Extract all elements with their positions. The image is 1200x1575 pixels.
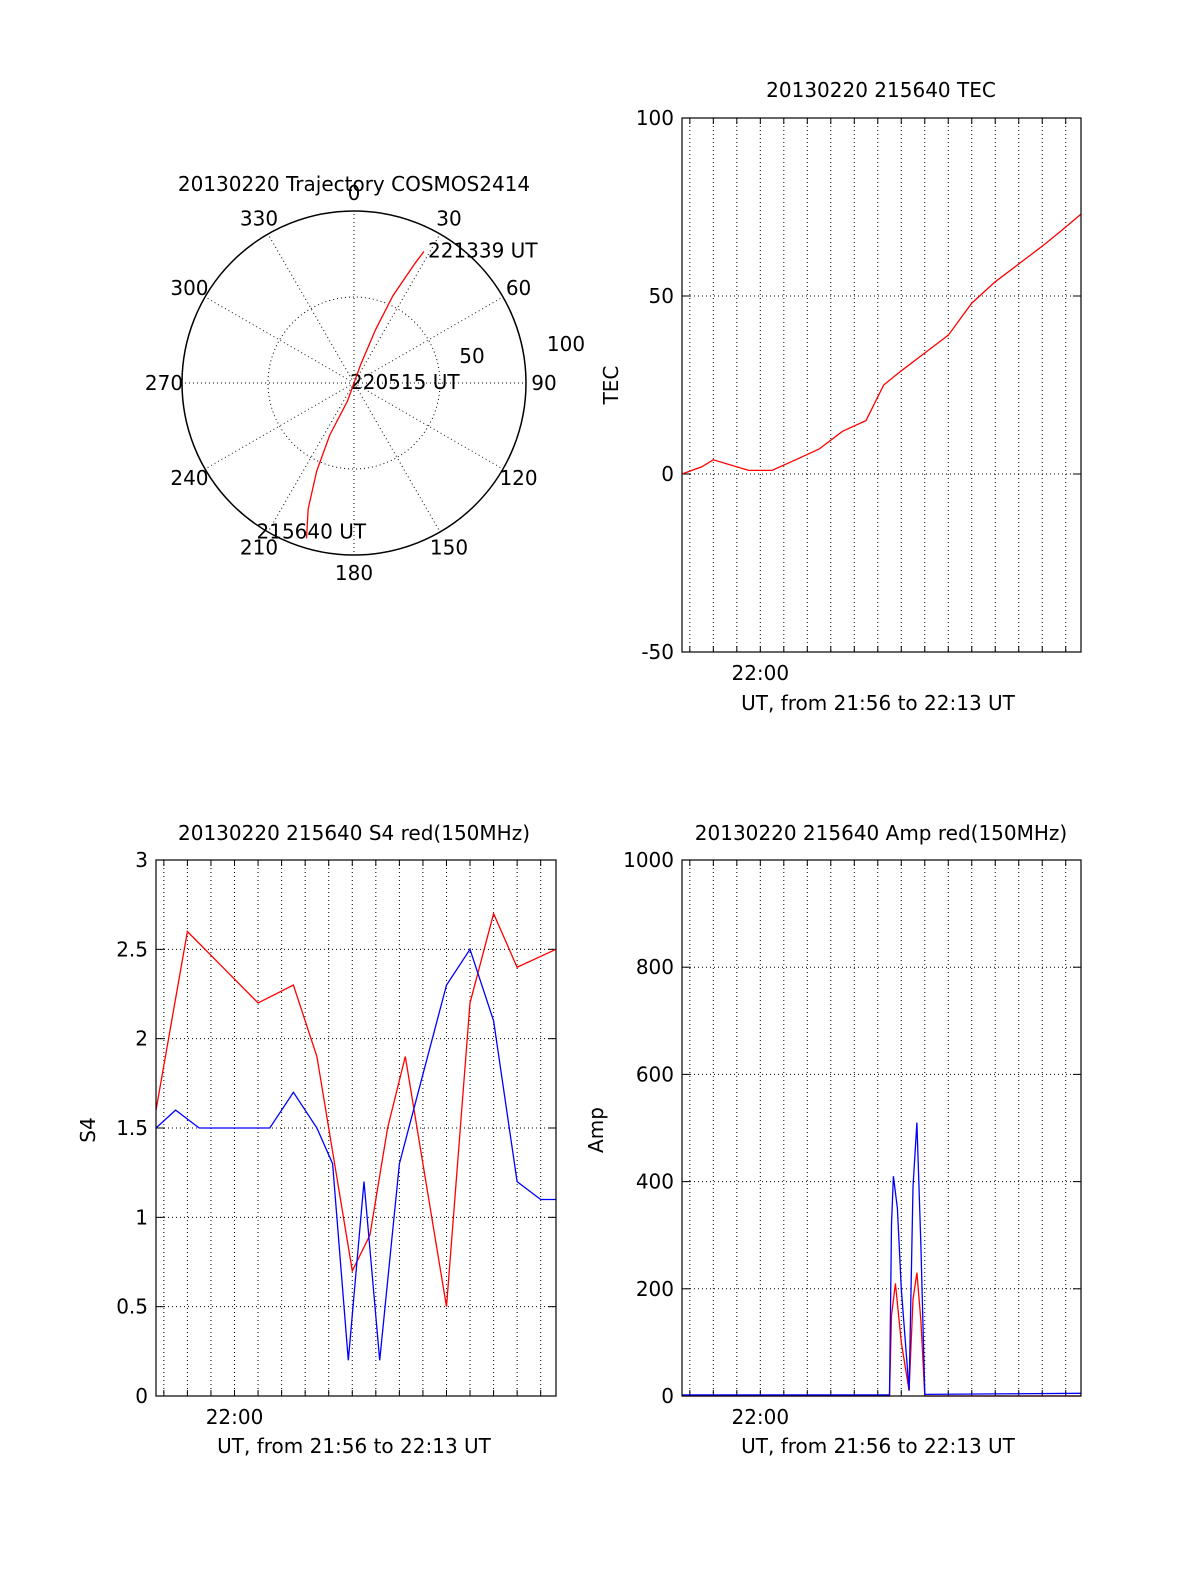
polar-spoke-60 [353,296,504,384]
amp-ytick-label: 400 [636,1170,674,1194]
s4-ytick-label: 2 [135,1027,148,1051]
amp-title: 20130220 215640 Amp red(150MHz) [695,821,1067,845]
s4-ytick-label: 0 [135,1384,148,1408]
polar-angle-label-270: 270 [145,371,183,395]
amp-ytick-label: 600 [636,1062,674,1086]
polar-outer-circle [181,210,527,556]
tec-frame [681,117,1082,653]
polar-grid [181,210,527,556]
amp-ytick-label: 800 [636,955,674,979]
s4-xtick-label: 22:00 [206,1405,264,1429]
s4-ytick-label: 1 [135,1205,148,1229]
amp-panel: 20130220 215640 Amp red(150MHz) UT, from… [584,821,1082,1458]
tec-ylabel: TEC [599,366,623,406]
trajectory-polar-panel: 20130220 Trajectory COSMOS2414 0 30 60 90 12… [145,172,585,585]
tec-xtick-label: 22:00 [731,661,789,685]
polar-series [305,251,425,539]
trajectory-line-0 [305,251,425,539]
polar-spoke-150 [353,382,441,533]
s4-panel: 20130220 215640 S4 red(150MHz) UT, from … [76,821,557,1458]
s4-frame [155,859,557,1397]
trajectory-title: 20130220 Trajectory COSMOS2414 [178,172,530,196]
polar-angle-label-30: 30 [436,206,461,230]
amp-ytick-label: 0 [661,1384,674,1408]
polar-angle-label-210: 210 [240,536,278,560]
amp-ylabel: Amp [584,1107,608,1153]
amp-frame [681,859,1082,1397]
s4-ytick-label: 3 [135,848,148,872]
polar-angle-label-90: 90 [531,371,556,395]
s4-plot-area: 3 2.5 2 1.5 1 0.5 0 22:00 [116,848,557,1429]
polar-spoke-330 [267,233,355,384]
polar-angle-label-120: 120 [499,466,537,490]
s4-title: 20130220 215640 S4 red(150MHz) [178,821,530,845]
tec-ytick-label: 100 [636,106,674,130]
tec-panel: 20130220 215640 TEC UT, from 21:56 to 22… [599,78,1082,715]
polar-labels: 0 30 60 90 120 150 180 210 240 270 300 330 50 100 2213… [145,181,585,585]
s4-ylabel: S4 [76,1117,100,1142]
polar-radial-label-50: 50 [459,344,484,368]
polar-spoke-240 [204,382,355,470]
polar-spoke-30 [353,233,441,384]
trajectory-time-label-0: 221339 UT [428,238,538,262]
polar-angle-label-330: 330 [240,206,278,230]
amp-plot-area: 1000 800 600 400 200 0 22:00 [623,848,1082,1429]
trajectory-time-label-2: 215640 UT [257,519,367,543]
polar-angle-label-180: 180 [335,561,373,585]
amp-ytick-label: 200 [636,1277,674,1301]
polar-spoke-300 [204,296,355,384]
polar-spoke-210 [267,382,355,533]
trajectory-time-label-1: 220515 UT [350,370,460,394]
polar-spoke-120 [353,382,504,470]
amp-series-red [682,1272,1081,1397]
polar-inner-circle [267,296,441,470]
tec-ytick-label: 50 [649,284,674,308]
tec-ytick-label: 0 [661,462,674,486]
amp-xlabel: UT, from 21:56 to 22:13 UT [741,1434,1016,1458]
amp-ytick-label: 1000 [623,848,674,872]
polar-angle-label-60: 60 [506,276,531,300]
tec-plot-area: 100 50 0 -50 22:00 [636,106,1082,685]
amp-series-blue [682,1122,1082,1396]
polar-angle-label-300: 300 [170,276,208,300]
s4-ytick-label: 0.5 [116,1295,148,1319]
polar-angle-label-240: 240 [170,466,208,490]
polar-angle-label-150: 150 [430,536,468,560]
amp-xtick-label: 22:00 [731,1405,789,1429]
tec-title: 20130220 215640 TEC [766,78,996,102]
tec-ytick-label: -50 [641,640,674,664]
s4-series-red [155,911,557,1307]
s4-ytick-label: 1.5 [116,1116,148,1140]
tec-xlabel: UT, from 21:56 to 22:13 UT [741,691,1016,715]
tec-series-red [681,213,1082,475]
polar-angle-label-0: 0 [348,181,361,205]
s4-ytick-label: 2.5 [116,937,148,961]
s4-series-blue [155,947,556,1361]
polar-radial-label-100: 100 [547,332,585,356]
s4-xlabel: UT, from 21:56 to 22:13 UT [217,1434,492,1458]
